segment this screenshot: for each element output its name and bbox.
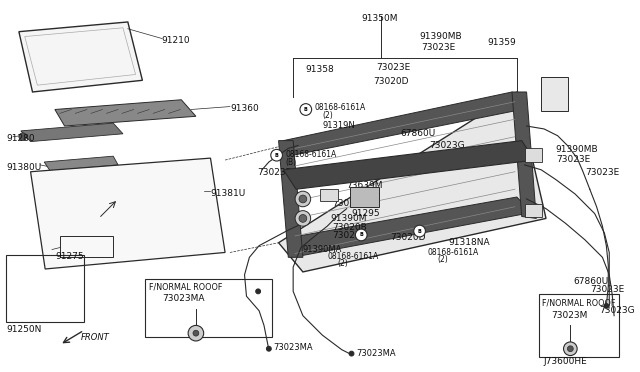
Text: 91359: 91359 — [488, 38, 516, 48]
Text: 91250N: 91250N — [6, 326, 42, 334]
Text: B: B — [360, 232, 363, 237]
Bar — [60, 236, 113, 257]
Bar — [541, 77, 568, 112]
Text: 73639M: 73639M — [347, 182, 383, 190]
Text: 08168-6161A: 08168-6161A — [314, 103, 366, 112]
Text: 73023E: 73023E — [449, 150, 483, 159]
Text: 91390MB: 91390MB — [556, 145, 598, 154]
Text: 73020D: 73020D — [390, 233, 426, 242]
Text: 91275: 91275 — [55, 253, 83, 262]
Text: 91350M: 91350M — [361, 14, 397, 23]
Text: 08168-6161A: 08168-6161A — [285, 150, 337, 159]
Text: 67860U: 67860U — [573, 277, 609, 286]
Text: 73023E: 73023E — [556, 155, 590, 164]
Text: 73023G: 73023G — [600, 306, 635, 315]
Text: 73023E: 73023E — [257, 168, 291, 177]
Text: 91358: 91358 — [306, 65, 335, 74]
Polygon shape — [278, 92, 546, 272]
Polygon shape — [31, 158, 225, 269]
Circle shape — [188, 326, 204, 341]
Polygon shape — [284, 141, 534, 189]
Circle shape — [271, 150, 282, 161]
Circle shape — [256, 289, 260, 294]
Text: 91390M: 91390M — [330, 214, 367, 222]
Bar — [540, 294, 619, 357]
Text: 91360: 91360 — [230, 104, 259, 113]
Circle shape — [349, 351, 354, 356]
Text: 08168-6161A: 08168-6161A — [428, 248, 479, 257]
Text: 73023MA: 73023MA — [162, 294, 204, 303]
Text: (2): (2) — [437, 255, 448, 264]
Polygon shape — [19, 22, 143, 92]
Text: J73600HE: J73600HE — [543, 356, 587, 366]
Circle shape — [355, 229, 367, 241]
Text: 73023E: 73023E — [590, 285, 624, 294]
Bar — [525, 148, 542, 162]
Text: 91210: 91210 — [162, 36, 191, 45]
Text: 73023E: 73023E — [422, 44, 456, 52]
Bar — [349, 187, 379, 207]
Polygon shape — [55, 100, 196, 126]
Circle shape — [193, 330, 199, 336]
Text: 73023MA: 73023MA — [274, 343, 314, 352]
Text: 91280: 91280 — [6, 134, 35, 143]
Text: 73023MA: 73023MA — [356, 349, 396, 358]
Text: 91390MA: 91390MA — [303, 245, 342, 254]
Text: B: B — [275, 153, 278, 158]
Bar — [525, 204, 542, 218]
Text: 73020D: 73020D — [373, 77, 408, 86]
Text: 73023E: 73023E — [332, 231, 366, 240]
Text: B: B — [418, 228, 422, 234]
Text: 73023E: 73023E — [585, 168, 619, 177]
Text: 91295: 91295 — [351, 209, 380, 218]
Text: 08168-6161A: 08168-6161A — [327, 253, 378, 262]
Text: F/NORMAL ROOOF: F/NORMAL ROOOF — [542, 298, 616, 307]
Polygon shape — [512, 92, 536, 218]
Circle shape — [295, 211, 310, 226]
Polygon shape — [278, 141, 303, 257]
Text: 73023M: 73023M — [551, 311, 588, 320]
Text: 91319N: 91319N — [323, 121, 355, 130]
Text: 91318NA: 91318NA — [449, 238, 490, 247]
Circle shape — [299, 195, 307, 203]
Text: 91390MB: 91390MB — [420, 32, 462, 41]
Circle shape — [604, 304, 609, 308]
Text: F/NORMAL ROOOF: F/NORMAL ROOOF — [149, 283, 223, 292]
Circle shape — [300, 104, 312, 115]
Circle shape — [414, 225, 426, 237]
Text: 73023G: 73023G — [429, 141, 465, 150]
Bar — [6, 255, 84, 321]
Text: FRONT: FRONT — [81, 333, 110, 342]
Text: 91381U: 91381U — [211, 189, 246, 198]
Circle shape — [266, 346, 271, 351]
Text: (2): (2) — [323, 112, 333, 121]
Text: (B): (B) — [285, 158, 296, 167]
Polygon shape — [288, 197, 531, 255]
Text: 73020B: 73020B — [332, 223, 367, 232]
Bar — [145, 279, 272, 337]
Circle shape — [564, 342, 577, 356]
Text: 73023E: 73023E — [376, 63, 410, 72]
Circle shape — [299, 215, 307, 222]
Text: 73020B: 73020B — [332, 199, 367, 208]
Polygon shape — [284, 92, 522, 155]
Polygon shape — [21, 123, 123, 142]
Text: 91380U: 91380U — [6, 163, 42, 172]
Text: 67860U: 67860U — [400, 129, 435, 138]
Polygon shape — [44, 156, 118, 171]
Text: (2): (2) — [337, 259, 348, 268]
Circle shape — [295, 191, 310, 207]
Circle shape — [19, 133, 27, 141]
Text: B: B — [304, 107, 308, 112]
Circle shape — [568, 346, 573, 352]
Bar — [321, 189, 338, 201]
